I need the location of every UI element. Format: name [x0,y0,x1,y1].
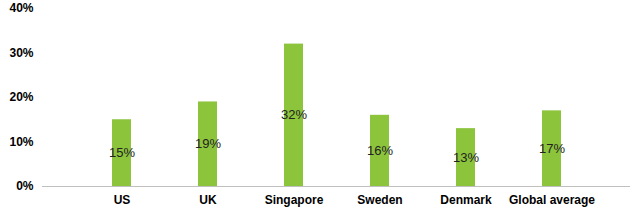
svg-text:30%: 30% [9,46,33,60]
svg-text:15%: 15% [109,145,135,160]
svg-text:20%: 20% [9,90,33,104]
svg-text:19%: 19% [195,136,221,151]
svg-text:13%: 13% [453,150,479,165]
svg-text:Singapore: Singapore [265,193,324,207]
svg-text:10%: 10% [9,135,33,149]
svg-text:UK: UK [199,193,217,207]
svg-text:US: US [114,193,131,207]
svg-text:Global average: Global average [509,193,595,207]
svg-text:32%: 32% [281,107,307,122]
svg-text:40%: 40% [9,1,33,15]
svg-text:16%: 16% [367,143,393,158]
svg-text:17%: 17% [539,141,565,156]
svg-text:Sweden: Sweden [357,193,402,207]
svg-text:Denmark: Denmark [440,193,492,207]
svg-text:0%: 0% [16,179,34,193]
